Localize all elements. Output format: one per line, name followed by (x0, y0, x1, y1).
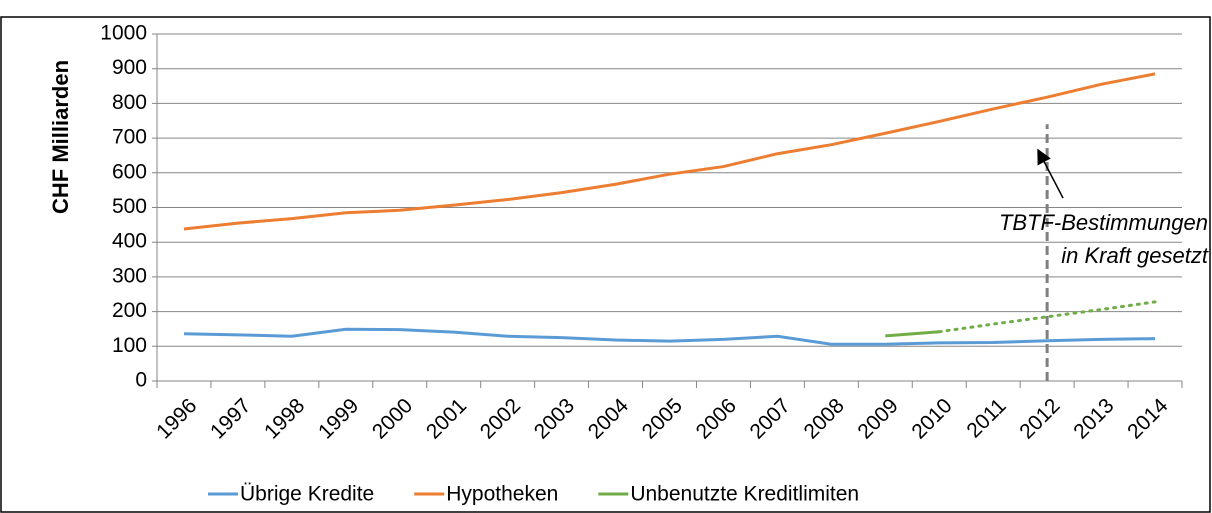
series-line (183, 327, 1156, 346)
annotation-arrow (1037, 148, 1064, 199)
x-tick-label: 2011 (962, 394, 1010, 442)
x-tick-label: 2006 (692, 394, 741, 443)
x-tick-label: 2012 (1015, 394, 1064, 443)
x-tick-label: 1998 (260, 394, 309, 443)
series-line (183, 72, 1156, 231)
x-tick-label: 2010 (907, 394, 956, 443)
x-tick-label: 1996 (152, 394, 201, 443)
x-tick-label: 2002 (476, 394, 525, 443)
y-tick-label: 500 (112, 195, 147, 218)
y-tick-label: 700 (112, 126, 147, 149)
legend-label: Übrige Kredite (240, 483, 374, 506)
y-tick-label: 100 (112, 334, 147, 357)
y-tick-label: 400 (112, 230, 147, 253)
x-tick-label: 2004 (584, 394, 634, 444)
x-tick-label: 2007 (746, 394, 795, 443)
legend-label: Hypotheken (446, 483, 558, 506)
y-axis-label: CHF Milliarden (48, 60, 73, 214)
y-tick-label: 1000 (100, 22, 147, 45)
x-tick-label: 2013 (1069, 394, 1118, 443)
y-tick-label: 600 (112, 160, 147, 183)
x-tick-label: 2000 (368, 394, 417, 443)
y-tick-label: 800 (112, 91, 147, 114)
x-tick-label: 2008 (800, 394, 849, 443)
x-tick-label: 2003 (530, 394, 579, 443)
x-tick-label: 2005 (638, 394, 687, 443)
x-tick-label: 2014 (1123, 394, 1173, 444)
x-tick-label: 2001 (422, 394, 471, 443)
y-tick-label: 900 (112, 56, 147, 79)
x-tick-label: 1999 (314, 394, 363, 443)
legend-label: Unbenutzte Kreditlimiten (630, 483, 859, 506)
x-tick-label: 2009 (853, 394, 902, 443)
series-line (885, 330, 940, 338)
x-tick-label: 1997 (206, 394, 255, 443)
y-tick-label: 200 (112, 299, 147, 322)
annotation: TBTF-Bestimmungen (999, 210, 1208, 235)
annotation: in Kraft gesetzt (1061, 243, 1209, 268)
chart-frame (0, 16, 1211, 513)
y-tick-label: 0 (135, 369, 147, 392)
y-tick-label: 300 (112, 264, 147, 287)
